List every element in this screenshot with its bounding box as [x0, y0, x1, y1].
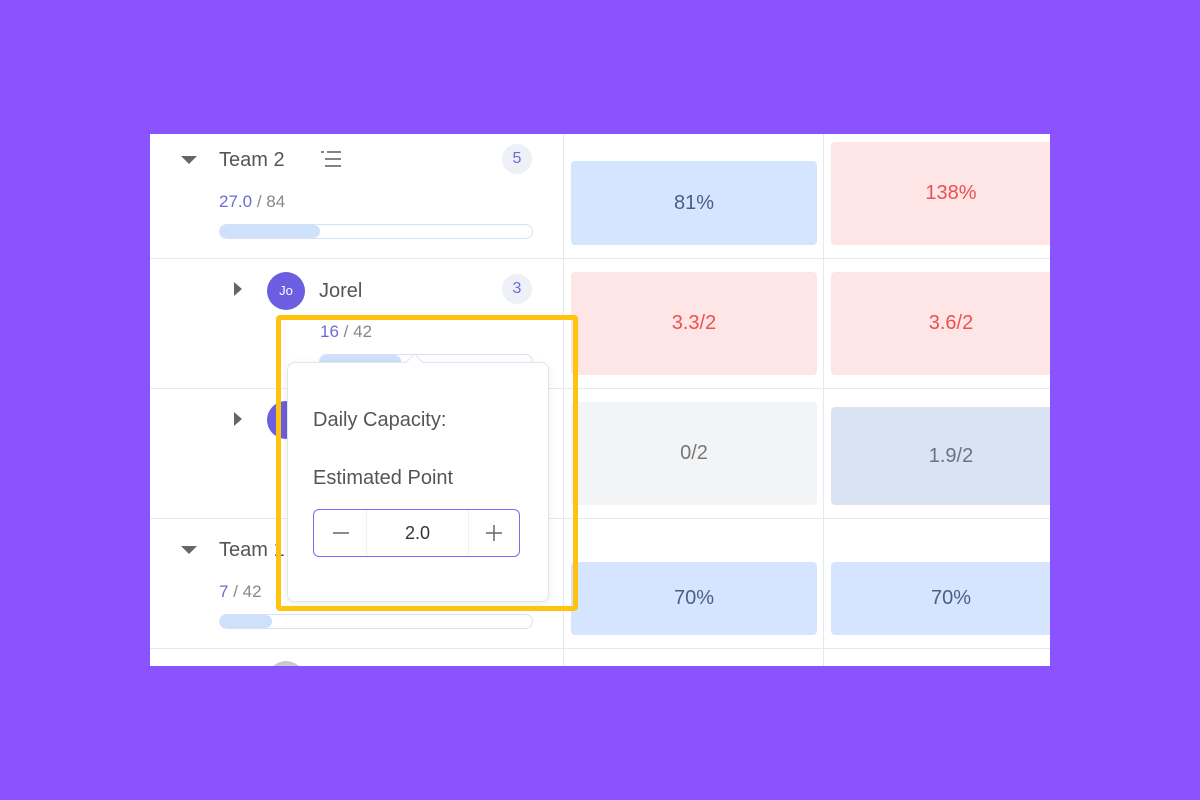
stepper-value[interactable]: 2.0 [404, 523, 431, 543]
member-count: 3 [502, 274, 532, 304]
points-fraction: 7 / 42 [219, 582, 262, 602]
collapse-caret[interactable] [181, 156, 197, 164]
cell-value: 81% [673, 191, 715, 214]
avatar [267, 661, 305, 666]
points-fraction: 27.0 / 84 [219, 192, 285, 212]
row-divider [150, 648, 1050, 649]
done-points: 16 [320, 322, 339, 341]
done-points: 7 [219, 582, 229, 601]
number-stepper: 2.0 [313, 509, 520, 557]
list-icon[interactable] [321, 150, 341, 168]
progress-bar [219, 224, 533, 239]
highlight-frame [276, 315, 578, 611]
cell-value: 70% [930, 587, 972, 609]
done-points: 27.0 [219, 192, 253, 211]
row-divider [150, 388, 1050, 389]
capacity-cell[interactable]: 3.3/2 [571, 272, 817, 375]
total-points: 42 [242, 582, 262, 601]
cell-value: 0/2 [680, 442, 708, 464]
capacity-cell[interactable]: 70% [571, 562, 817, 635]
progress-bar [219, 614, 533, 629]
cell-value: 3.3/2 [671, 312, 717, 334]
capacity-cell[interactable]: 70% [831, 562, 1050, 635]
total-points: 84 [266, 192, 286, 211]
capacity-cell[interactable]: 0/2 [571, 402, 817, 505]
separator: / [256, 192, 262, 211]
column-divider [563, 134, 564, 666]
team-name: Team 2 [219, 149, 285, 171]
increment-button[interactable] [468, 510, 519, 556]
decrement-button[interactable] [314, 510, 367, 556]
cell-value: 3.6/2 [928, 312, 974, 334]
total-points: 42 [353, 322, 373, 341]
team-name: Team 1 [219, 539, 285, 561]
row-divider [150, 518, 1050, 519]
row-divider [150, 258, 1050, 259]
cell-value: 1.9/2 [928, 444, 974, 467]
avatar: Jo [267, 272, 305, 310]
capacity-popover: Daily Capacity: Estimated Point 2.0 [287, 353, 549, 602]
cell-value: 70% [673, 587, 715, 609]
column-divider [823, 134, 824, 666]
capacity-cell[interactable]: 81% [571, 161, 817, 245]
progress-fill [220, 615, 272, 628]
member-count: 5 [502, 144, 532, 174]
expand-caret[interactable] [234, 412, 242, 426]
field-label: Estimated Point [313, 467, 454, 489]
capacity-cell[interactable]: 138% [831, 142, 1050, 245]
progress-fill [220, 225, 321, 238]
points-fraction: 16 / 42 [320, 322, 372, 342]
cell-value: 138% [925, 182, 977, 204]
separator: / [343, 322, 349, 341]
popover-title: Daily Capacity: [313, 409, 447, 431]
separator: / [233, 582, 238, 601]
expand-caret[interactable] [234, 282, 242, 296]
capacity-cell[interactable]: 3.6/2 [831, 272, 1050, 375]
member-name: Jorel [319, 280, 363, 302]
collapse-caret[interactable] [181, 546, 197, 554]
capacity-cell[interactable]: 1.9/2 [831, 407, 1050, 505]
